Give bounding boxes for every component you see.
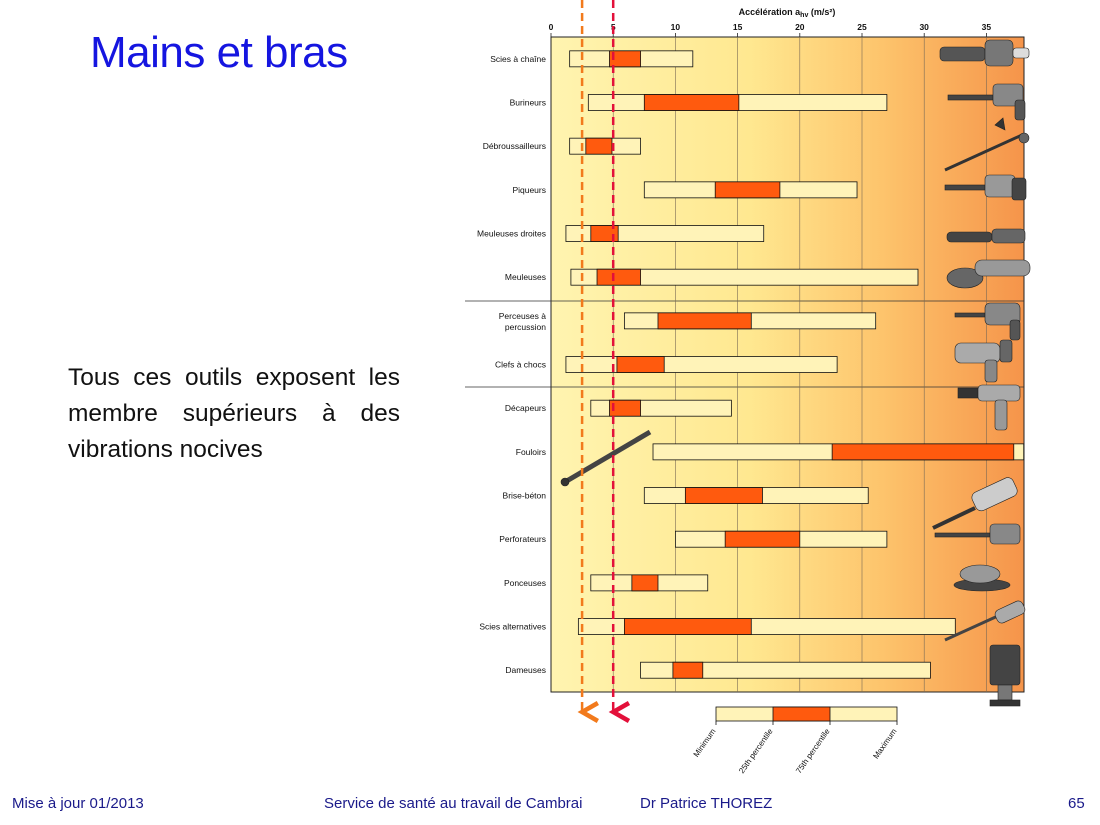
x-tick-label: 0 [549, 22, 554, 32]
category-label: Décapeurs [505, 403, 546, 413]
straight-grinder-icon [946, 228, 1026, 244]
bar-range-p25-p75 [623, 618, 752, 635]
concrete-breaker-icon [932, 477, 1018, 530]
bar-range-p25-p75 [643, 94, 740, 111]
category-label: Meuleuses droites [477, 229, 546, 239]
category-label: Scies alternatives [479, 622, 546, 632]
x-axis-title: Accélération ahv (m/s²) [739, 7, 836, 19]
category-label: Dameuses [505, 665, 546, 675]
x-tick-label: 15 [733, 22, 743, 32]
bar-range-min-max [640, 661, 931, 679]
category-label: Piqueurs [512, 185, 546, 195]
category-label: Brise-béton [503, 491, 547, 501]
category-label: Ponceuses [504, 578, 546, 588]
chipping-hammer-icon [947, 83, 1026, 121]
bar-range-p25-p75 [596, 268, 641, 286]
bar-range-p25-p75 [684, 487, 763, 504]
footer-service: Service de santé au travail de Cambrai [324, 795, 583, 812]
tool-pictograms [560, 39, 1031, 707]
category-label: Débroussailleurs [483, 141, 546, 151]
legend-label: 75th percentile [794, 727, 832, 776]
legend-bar-inner [772, 706, 831, 722]
x-tick-label: 30 [919, 22, 929, 32]
rammer-icon [989, 644, 1021, 707]
legend-label: 25th percentile [737, 727, 775, 776]
category-label: Perforateurs [499, 534, 546, 544]
legend: Minimum 25th percentile 75th percentile Max… [692, 706, 899, 776]
bar-range-p25-p75 [724, 530, 801, 548]
chainsaw-icon [939, 39, 1030, 67]
bar-range-min-max [570, 268, 919, 286]
footer-author: Dr Patrice THOREZ [640, 795, 773, 812]
bar-range-p25-p75 [616, 356, 665, 373]
category-label: Meuleuses [505, 272, 546, 282]
bar-range-min-max [565, 356, 838, 373]
bar-range-p25-p75 [672, 661, 704, 679]
brush-cutter-icon [944, 117, 1030, 172]
x-tick-label: 10 [671, 22, 681, 32]
rammer-tool-icon [560, 429, 652, 487]
breaker-icon [944, 174, 1027, 201]
hammer-drill-icon [954, 302, 1021, 341]
rock-drill-icon [934, 523, 1021, 545]
x-tick-label: 20 [795, 22, 805, 32]
impact-wrench-icon [954, 339, 1013, 383]
legend-label: Minimum [692, 727, 718, 759]
angle-grinder-icon [946, 259, 1031, 289]
bar-range-p25-p75 [590, 225, 619, 242]
bar-range-p25-p75 [609, 399, 641, 417]
scaler-icon [957, 384, 1021, 431]
vibration-chart: 05101520253035 Accélération ahv (m/s²) S… [465, 0, 1031, 776]
category-label: Scies à chaîne [490, 54, 546, 64]
bar-range-p25-p75 [631, 574, 659, 592]
bar-range-p25-p75 [831, 443, 1015, 461]
legend-label: Maximum [871, 727, 898, 761]
category-label: Clefs à chocs [495, 360, 546, 370]
body-text: Tous ces outils exposent les membre supé… [68, 364, 400, 463]
x-tick-label: 25 [857, 22, 867, 32]
category-label: Burineurs [510, 98, 546, 108]
page-number: 65 [1068, 795, 1085, 812]
bar-range-p25-p75 [657, 312, 752, 330]
sander-icon [953, 564, 1011, 592]
bar-range-p25-p75 [609, 50, 641, 68]
bar-range-p25-p75 [585, 137, 613, 155]
category-label: Fouloirs [516, 447, 546, 457]
category-label: Perceuses à percussion [499, 311, 547, 332]
slide-title: Mains et bras [90, 28, 348, 77]
x-tick-label: 35 [982, 22, 992, 32]
reciprocating-saw-icon [944, 600, 1026, 642]
footer-update: Mise à jour 01/2013 [12, 795, 144, 812]
bar-range-p25-p75 [714, 181, 781, 199]
